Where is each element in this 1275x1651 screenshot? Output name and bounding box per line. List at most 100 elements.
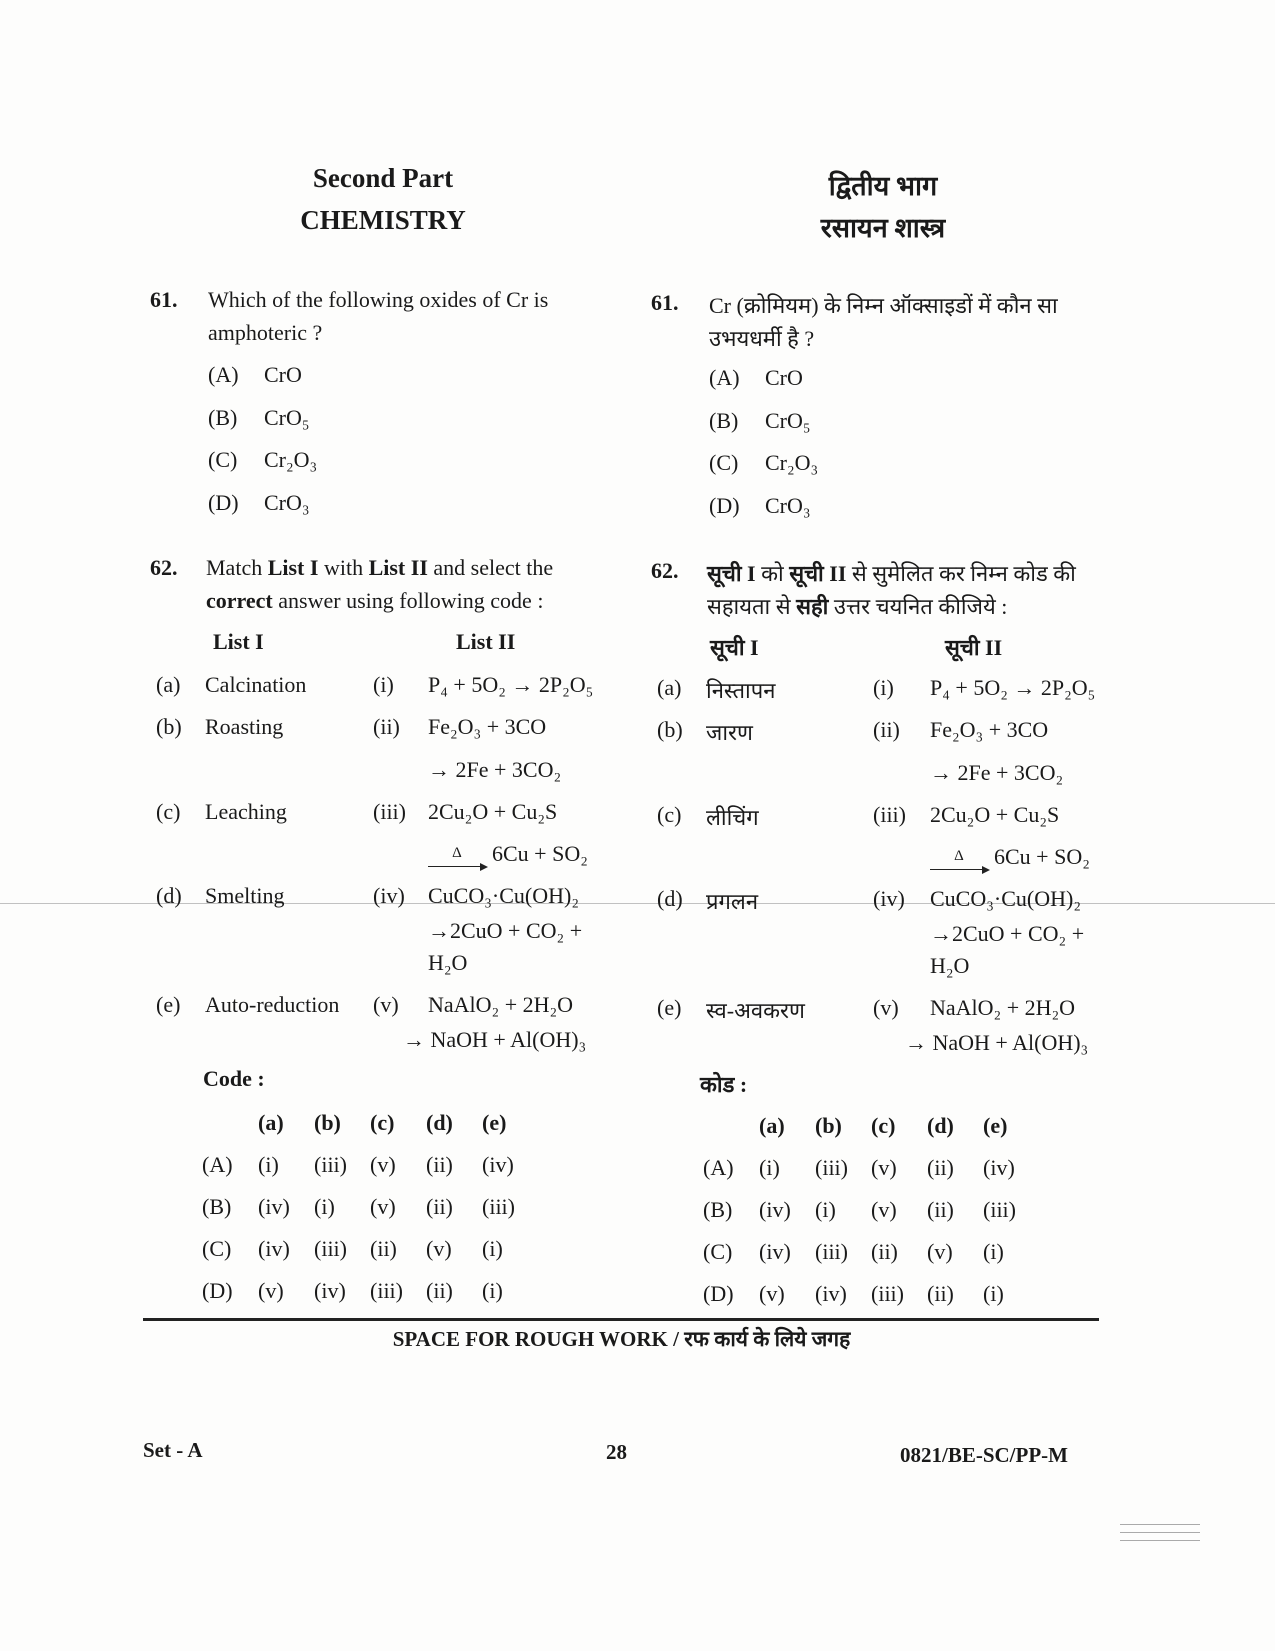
list-2-formula: →2CuO + CO₂ + [930,921,1085,946]
list-2-formula: NaAlO₂ + 2H₂O [930,995,1076,1020]
list-1-item: Auto-reduction [205,992,340,1017]
formula-text: 6Cu + SO₂ [994,844,1090,869]
list-2-formula: CuCO₃·Cu(OH)₂ [428,883,580,908]
option-label: (B) [208,404,238,430]
code-column-header: (b) [815,1113,842,1138]
code-value: (i) [482,1236,503,1261]
option-label: (C) [208,447,238,472]
code-option-label: (C) [703,1239,733,1264]
list-2-roman: (ii) [373,714,400,739]
list-2-formula: 2Cu₂O + Cu₂S [930,802,1060,827]
code-value: (iv) [258,1194,290,1219]
list-2-formula: H₂O [930,953,970,978]
option-label: (C) [709,450,739,475]
text-segment: से सुमेलित कर निम्न कोड की [846,561,1076,586]
list-2-roman: (iv) [373,883,405,908]
bold-term: List I [267,555,319,580]
code-value: (i) [759,1155,780,1180]
scan-edge-line [1120,1524,1200,1525]
code-label: Code : [203,1066,265,1091]
code-value: (v) [871,1197,897,1222]
code-value: (ii) [871,1239,898,1264]
list-1-item: Smelting [205,883,285,908]
list-1-item: Leaching [205,799,287,824]
list-1-item: Roasting [205,714,284,739]
code-option-label: (D) [703,1281,734,1306]
list-2-roman: (iv) [873,886,905,911]
page-number: 28 [606,1440,627,1464]
code-option-label: (A) [703,1155,734,1180]
code-value: (iii) [815,1239,848,1264]
code-column-header: (c) [370,1110,395,1135]
list-2-formula: → 2Fe + 3CO₂ [428,757,562,782]
formula-text: 6Cu + SO₂ [492,841,588,866]
list-2-roman: (i) [873,675,894,700]
scan-artifact-line [0,903,1275,904]
list-1-letter: (c) [156,799,181,824]
text-segment: with [318,555,369,580]
list-2-header: List II [456,629,516,654]
code-value: (ii) [927,1281,954,1306]
code-value: (iii) [871,1281,904,1306]
code-value: (iii) [983,1197,1016,1222]
option-value: CrO₅ [264,404,310,430]
option-value: Cr₂O₃ [264,447,318,472]
list-2-roman: (i) [373,672,394,697]
code-option-label: (B) [202,1194,232,1219]
question-text: Match List I with List II and select the [206,555,553,581]
question-text: सूची I को सूची II से सुमेलित कर निम्न को… [707,558,1076,588]
list-2-roman: (ii) [873,717,900,742]
code-value: (i) [815,1197,836,1222]
code-column-header: (c) [871,1113,896,1138]
code-value: (v) [759,1281,785,1306]
list-2-formula: → 2Fe + 3CO₂ [930,760,1064,785]
text-segment: सहायता से [707,594,797,619]
bold-term: List II [368,555,428,580]
option-value: CrO₅ [765,407,811,433]
list-1-letter: (c) [657,802,682,827]
code-column-header: (d) [927,1113,954,1138]
code-value: (ii) [370,1236,397,1261]
list-1-item: प्रगलन [706,889,759,914]
list-1-item: जारण [706,720,753,745]
option-value: CrO [765,365,803,390]
option-value: CrO [264,362,302,387]
question-text: correct answer using following code : [206,588,543,614]
code-value: (i) [983,1239,1004,1264]
list-2-roman: (iii) [873,802,906,827]
option-label: (D) [709,492,740,518]
list-2-roman: (v) [873,995,899,1020]
code-value: (i) [983,1281,1004,1306]
code-value: (iv) [815,1281,847,1306]
option-value: Cr₂O₃ [765,450,819,475]
code-value: (ii) [426,1152,453,1177]
paper-code: 0821/BE-SC/PP-M [900,1443,1068,1467]
code-option-label: (D) [202,1278,233,1303]
code-value: (ii) [426,1194,453,1219]
question-text: amphoteric ? [208,320,323,345]
code-value: (v) [871,1155,897,1180]
code-value: (iv) [258,1236,290,1261]
code-value: (iv) [759,1239,791,1264]
bold-term: सूची II [789,561,847,586]
part-heading: द्वितीय भाग [828,171,938,201]
question-text: उभयधर्मी है ? [709,326,815,351]
text-segment: Match [206,555,268,580]
code-column-header: (d) [426,1110,453,1135]
list-2-roman: (iii) [373,799,406,824]
question-number: 61. [651,290,679,315]
list-1-item: निस्तापन [706,678,776,703]
code-value: (v) [370,1152,396,1177]
code-value: (ii) [426,1278,453,1303]
list-1-letter: (d) [657,886,683,911]
text-segment: answer using following code : [272,588,544,613]
code-value: (ii) [927,1155,954,1180]
question-text: Which of the following oxides of Cr is [208,287,549,312]
list-1-letter: (e) [156,992,181,1017]
code-value: (iii) [370,1278,403,1303]
list-2-formula: Δ 6Cu + SO₂ [930,844,1090,874]
code-value: (iii) [815,1155,848,1180]
bold-term: सही [796,594,829,619]
list-1-letter: (a) [156,672,181,697]
list-2-formula: Δ 6Cu + SO₂ [428,841,588,871]
